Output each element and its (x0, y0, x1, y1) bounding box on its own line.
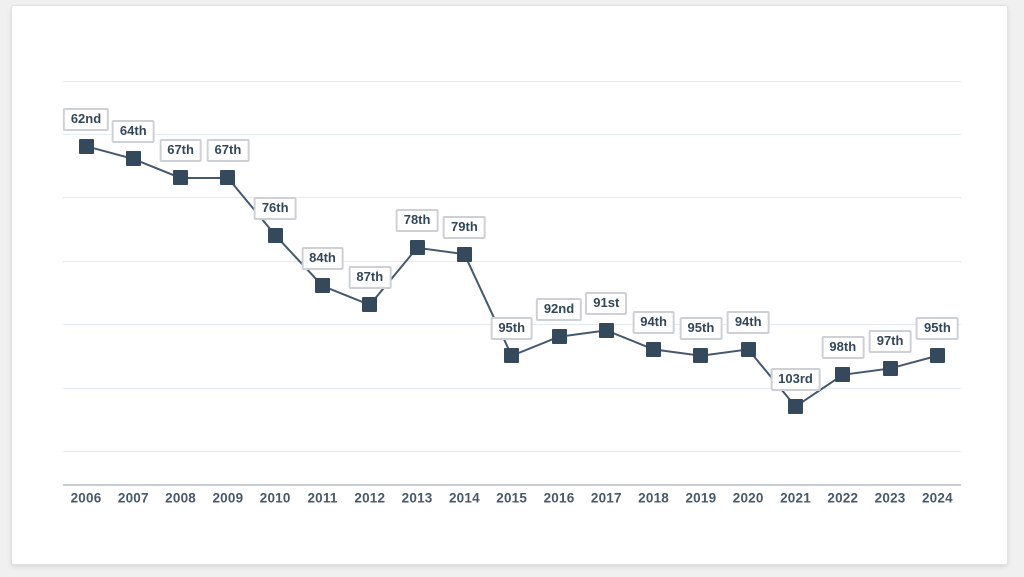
data-point-rank-label: 67th (206, 139, 250, 163)
x-axis-year-label: 2011 (307, 490, 338, 506)
data-point-rank-label: 92nd (535, 298, 583, 322)
x-axis-year-label: 2008 (165, 490, 197, 506)
x-axis-year-label: 2022 (827, 490, 859, 506)
data-point-marker[interactable] (788, 399, 803, 415)
gridline (63, 387, 961, 389)
data-point-rank-label: 95th (916, 317, 959, 341)
data-point-rank-label: 87th (348, 266, 392, 290)
x-axis-year-label: 2006 (70, 490, 102, 506)
data-point-marker[interactable] (551, 329, 567, 345)
x-axis-year-label: 2018 (638, 490, 670, 506)
x-axis-line (63, 484, 961, 486)
data-point-marker[interactable] (78, 138, 94, 154)
x-axis-year-label: 2012 (354, 490, 386, 506)
data-point-rank-label: 94th (632, 310, 675, 334)
data-point-rank-label: 79th (443, 215, 486, 239)
data-point-marker[interactable] (504, 348, 520, 364)
gridline (63, 197, 961, 198)
data-point-marker[interactable] (315, 278, 330, 294)
x-axis-year-label: 2024 (921, 490, 953, 506)
x-axis-year-label: 2009 (212, 490, 244, 506)
x-axis-year-label: 2020 (732, 490, 764, 506)
data-point-marker[interactable] (646, 341, 662, 357)
data-point-rank-label: 78th (395, 209, 439, 233)
data-point-rank-label: 103rd (770, 368, 821, 392)
data-point-marker[interactable] (835, 367, 851, 383)
data-point-marker[interactable] (173, 170, 189, 186)
gridline (63, 133, 961, 135)
data-point-marker[interactable] (882, 360, 898, 376)
data-point-rank-label: 64th (111, 120, 155, 144)
x-axis-year-label: 2010 (259, 490, 291, 506)
data-point-marker[interactable] (125, 151, 141, 167)
x-axis-year-label: 2013 (401, 490, 433, 506)
data-point-marker[interactable] (267, 227, 283, 243)
data-point-rank-label: 62nd (62, 107, 110, 131)
x-axis-year-label: 2021 (780, 490, 811, 506)
plot-top-border-line (63, 81, 961, 82)
x-axis-year-label: 2023 (874, 490, 906, 506)
data-point-rank-label: 91st (585, 291, 628, 315)
data-point-marker[interactable] (929, 348, 945, 364)
x-axis-year-label: 2015 (496, 490, 528, 506)
gridline (63, 451, 961, 452)
data-point-marker[interactable] (362, 297, 378, 313)
x-axis-year-label: 2016 (543, 490, 575, 506)
gridline (63, 260, 961, 262)
plot-area: 62nd 2006 64th 2007 67th 2008 67th 2009 76th 2010… (12, 6, 1007, 564)
data-point-rank-label: 94th (726, 310, 770, 334)
chart-card: 62nd 2006 64th 2007 67th 2008 67th 2009 76th 2010… (11, 5, 1008, 565)
data-point-rank-label: 97th (868, 329, 912, 353)
data-point-marker[interactable] (598, 322, 614, 338)
data-point-marker[interactable] (456, 246, 472, 262)
trend-line (85, 145, 938, 408)
data-point-marker[interactable] (409, 240, 425, 256)
data-point-rank-label: 67th (159, 139, 202, 163)
x-axis-year-label: 2019 (685, 490, 717, 506)
data-point-rank-label: 95th (679, 317, 723, 341)
x-axis-year-label: 2007 (117, 490, 149, 506)
data-point-rank-label: 76th (253, 196, 297, 220)
x-axis-year-label: 2014 (448, 490, 480, 506)
x-axis-year-label: 2017 (590, 490, 622, 506)
data-point-rank-label: 84th (301, 247, 344, 271)
data-point-marker[interactable] (740, 341, 756, 357)
data-point-rank-label: 95th (490, 317, 534, 341)
data-point-rank-label: 98th (821, 336, 865, 360)
data-point-marker[interactable] (693, 348, 709, 364)
data-point-marker[interactable] (220, 170, 236, 186)
